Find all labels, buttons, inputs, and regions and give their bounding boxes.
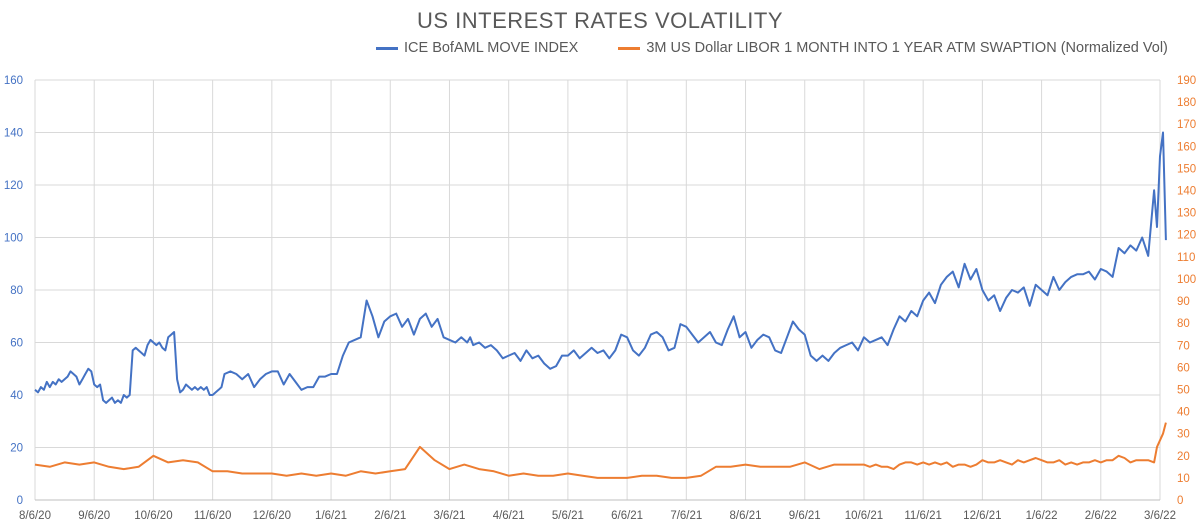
x-tick-label: 5/6/21 xyxy=(552,510,584,522)
x-tick-label: 9/6/20 xyxy=(78,510,110,522)
y-left-tick-label: 0 xyxy=(17,495,23,507)
legend-label-move: ICE BofAML MOVE INDEX xyxy=(404,40,579,56)
y-right-tick-label: 90 xyxy=(1177,296,1190,308)
chart-title: US INTEREST RATES VOLATILITY xyxy=(416,8,784,33)
legend-label-swaption: 3M US Dollar LIBOR 1 MONTH INTO 1 YEAR A… xyxy=(646,40,1168,56)
y-right-tick-label: 80 xyxy=(1177,318,1190,330)
x-tick-label: 8/6/21 xyxy=(730,510,762,522)
y-right-tick-label: 50 xyxy=(1177,384,1190,396)
y-left-tick-label: 20 xyxy=(10,443,23,455)
y-right-tick-label: 120 xyxy=(1177,230,1196,242)
x-tick-label: 10/6/20 xyxy=(134,510,172,522)
y-right-tick-label: 100 xyxy=(1177,274,1196,286)
y-right-tick-label: 140 xyxy=(1177,186,1196,198)
y-right-tick-label: 20 xyxy=(1177,451,1190,463)
x-tick-label: 11/6/20 xyxy=(194,510,232,522)
x-tick-label: 1/6/21 xyxy=(315,510,347,522)
x-tick-label: 1/6/22 xyxy=(1026,510,1058,522)
x-tick-label: 8/6/20 xyxy=(19,510,51,522)
y-right-tick-label: 30 xyxy=(1177,429,1190,441)
x-tick-label: 2/6/22 xyxy=(1085,510,1117,522)
y-right-tick-label: 190 xyxy=(1177,75,1196,87)
x-tick-label: 12/6/20 xyxy=(253,510,291,522)
series-line-move-index xyxy=(34,131,1167,404)
legend-swatch-swaption xyxy=(618,46,641,50)
legend-swatch-move xyxy=(376,46,398,50)
chart-legend: ICE BofAML MOVE INDEX 3M US Dollar LIBOR… xyxy=(376,40,1168,56)
x-tick-label: 11/6/21 xyxy=(904,510,942,522)
x-tick-label: 10/6/21 xyxy=(845,510,883,522)
y-left-tick-label: 160 xyxy=(4,75,23,87)
x-tick-label: 3/6/21 xyxy=(433,510,465,522)
x-tick-label: 12/6/21 xyxy=(963,510,1001,522)
y-left-tick-label: 60 xyxy=(10,338,23,350)
series-line-swaption-vol xyxy=(34,422,1167,479)
y-right-tick-label: 130 xyxy=(1177,208,1196,220)
x-tick-label: 2/6/21 xyxy=(374,510,406,522)
x-tick-label: 3/6/22 xyxy=(1144,510,1176,522)
x-tick-label: 7/6/21 xyxy=(670,510,702,522)
y-right-tick-label: 0 xyxy=(1177,495,1183,507)
y-right-tick-label: 110 xyxy=(1177,252,1195,264)
y-right-tick-label: 150 xyxy=(1177,163,1196,175)
y-right-tick-label: 170 xyxy=(1177,119,1196,131)
y-left-tick-label: 40 xyxy=(10,390,23,402)
y-left-tick-label: 120 xyxy=(4,180,23,192)
legend-item-swaption: 3M US Dollar LIBOR 1 MONTH INTO 1 YEAR A… xyxy=(618,40,1168,56)
legend-item-move: ICE BofAML MOVE INDEX xyxy=(376,40,578,56)
y-right-tick-label: 60 xyxy=(1177,362,1190,374)
y-left-tick-label: 80 xyxy=(10,285,23,297)
x-tick-label: 6/6/21 xyxy=(611,510,643,522)
y-right-tick-label: 160 xyxy=(1177,141,1196,153)
y-right-tick-label: 40 xyxy=(1177,407,1190,419)
x-tick-label: 9/6/21 xyxy=(789,510,821,522)
x-tick-label: 4/6/21 xyxy=(493,510,525,522)
y-right-tick-label: 180 xyxy=(1177,97,1196,109)
y-right-tick-label: 70 xyxy=(1177,340,1190,352)
y-right-tick-label: 10 xyxy=(1177,473,1190,485)
y-left-tick-label: 140 xyxy=(4,128,23,140)
y-left-tick-label: 100 xyxy=(4,233,23,245)
